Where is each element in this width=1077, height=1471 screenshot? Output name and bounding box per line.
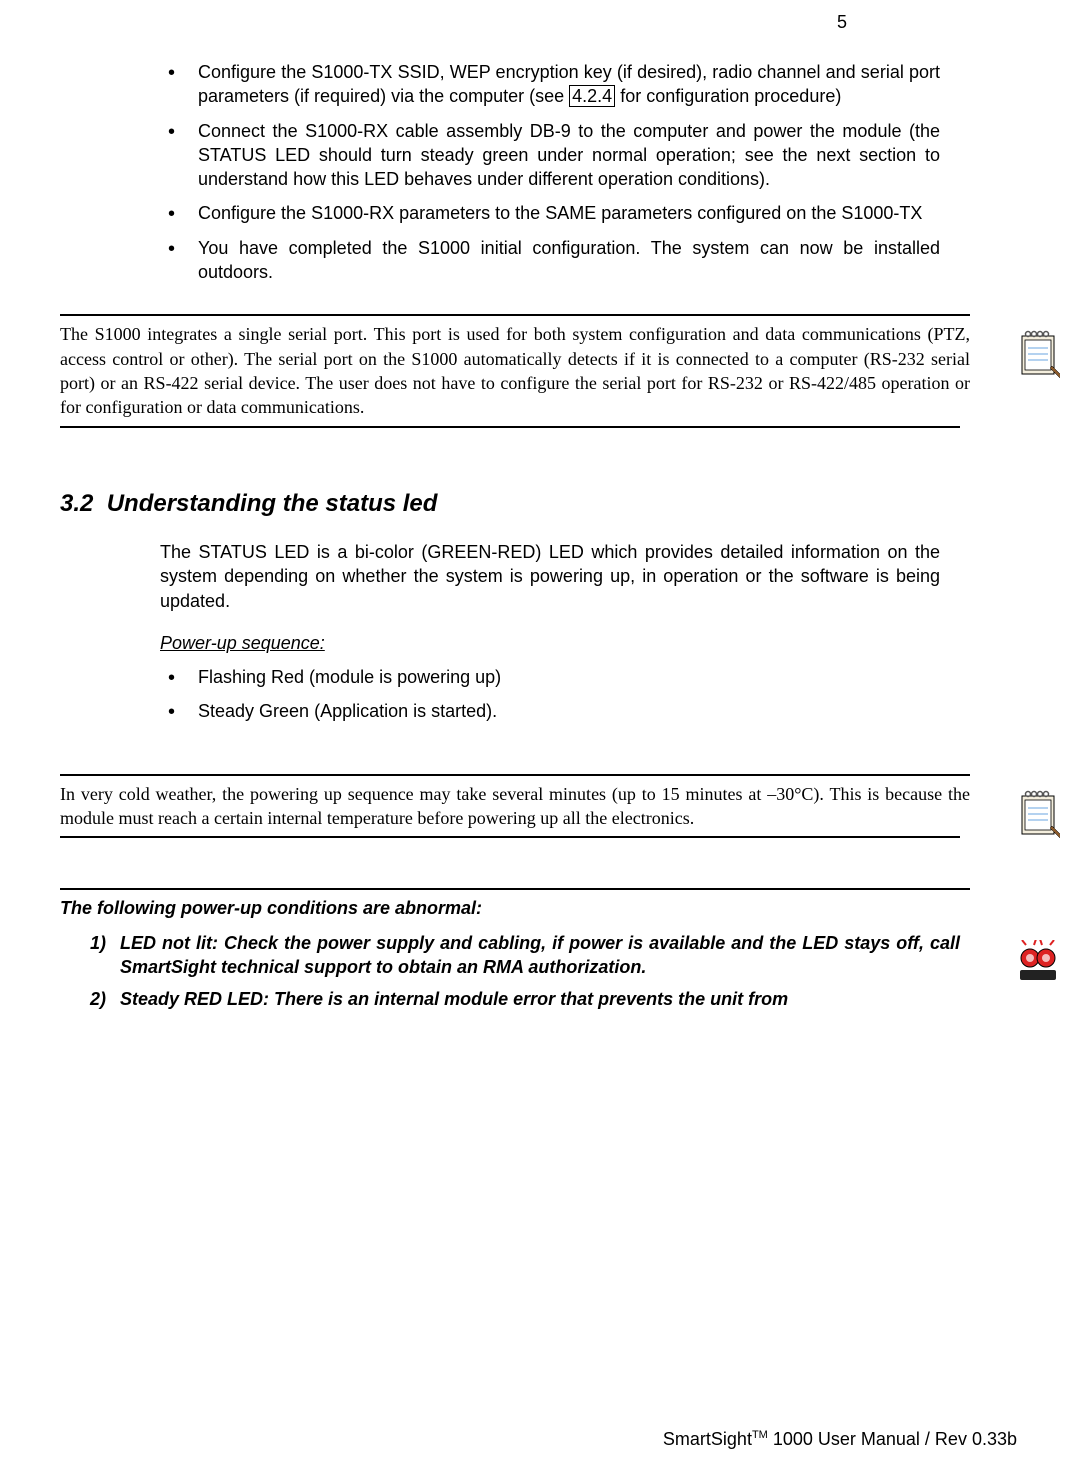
list-item: Flashing Red (module is powering up) <box>160 665 940 689</box>
list-item: You have completed the S1000 initial con… <box>160 236 940 285</box>
item-number: 1) <box>90 931 106 955</box>
trademark: TM <box>752 1429 768 1441</box>
divider <box>60 774 970 776</box>
abnormal-list: 1) LED not lit: Check the power supply a… <box>90 931 960 1012</box>
item-number: 2) <box>90 987 106 1011</box>
divider <box>60 426 960 428</box>
note-block: The S1000 integrates a single serial por… <box>60 314 1020 427</box>
list-item: Configure the S1000-RX parameters to the… <box>160 201 940 225</box>
list-item: Steady Green (Application is started). <box>160 699 940 723</box>
notepad-icon <box>1016 786 1060 838</box>
item-text: Steady RED LED: There is an internal mod… <box>120 989 788 1009</box>
abnormal-title: The following power-up conditions are ab… <box>60 896 1020 920</box>
sub-heading: Power-up sequence: <box>160 631 1017 655</box>
power-up-list: Flashing Red (module is powering up) Ste… <box>160 665 940 724</box>
note-text: The S1000 integrates a single serial por… <box>60 322 970 419</box>
list-item: Connect the S1000-RX cable assembly DB-9… <box>160 119 940 192</box>
note-text: In very cold weather, the powering up se… <box>60 782 970 831</box>
page-footer: SmartSightTM 1000 User Manual / Rev 0.33… <box>663 1427 1017 1451</box>
section-heading: 3.2 Understanding the status led <box>60 488 1017 520</box>
warning-icon <box>1016 940 1060 984</box>
note-block: In very cold weather, the powering up se… <box>60 774 1020 839</box>
section-number: 3.2 <box>60 490 93 517</box>
abnormal-block: The following power-up conditions are ab… <box>60 888 1020 1011</box>
divider <box>60 888 970 890</box>
section-title: Understanding the status led <box>107 490 438 517</box>
divider <box>60 314 970 316</box>
config-bullet-list: Configure the S1000-TX SSID, WEP encrypt… <box>160 60 940 284</box>
footer-rest: 1000 User Manual / Rev 0.33b <box>768 1429 1017 1449</box>
divider <box>60 836 960 838</box>
list-item: Configure the S1000-TX SSID, WEP encrypt… <box>160 60 940 109</box>
bullet-text-post: for configuration procedure) <box>615 86 841 106</box>
section-intro: The STATUS LED is a bi-color (GREEN-RED)… <box>160 540 940 613</box>
list-item: 1) LED not lit: Check the power supply a… <box>90 931 960 980</box>
section-link[interactable]: 4.2.4 <box>569 85 615 107</box>
list-item: 2) Steady RED LED: There is an internal … <box>90 987 960 1011</box>
notepad-icon <box>1016 326 1060 378</box>
footer-brand: SmartSight <box>663 1429 752 1449</box>
item-text: LED not lit: Check the power supply and … <box>120 933 960 977</box>
page-number: 5 <box>837 10 847 34</box>
